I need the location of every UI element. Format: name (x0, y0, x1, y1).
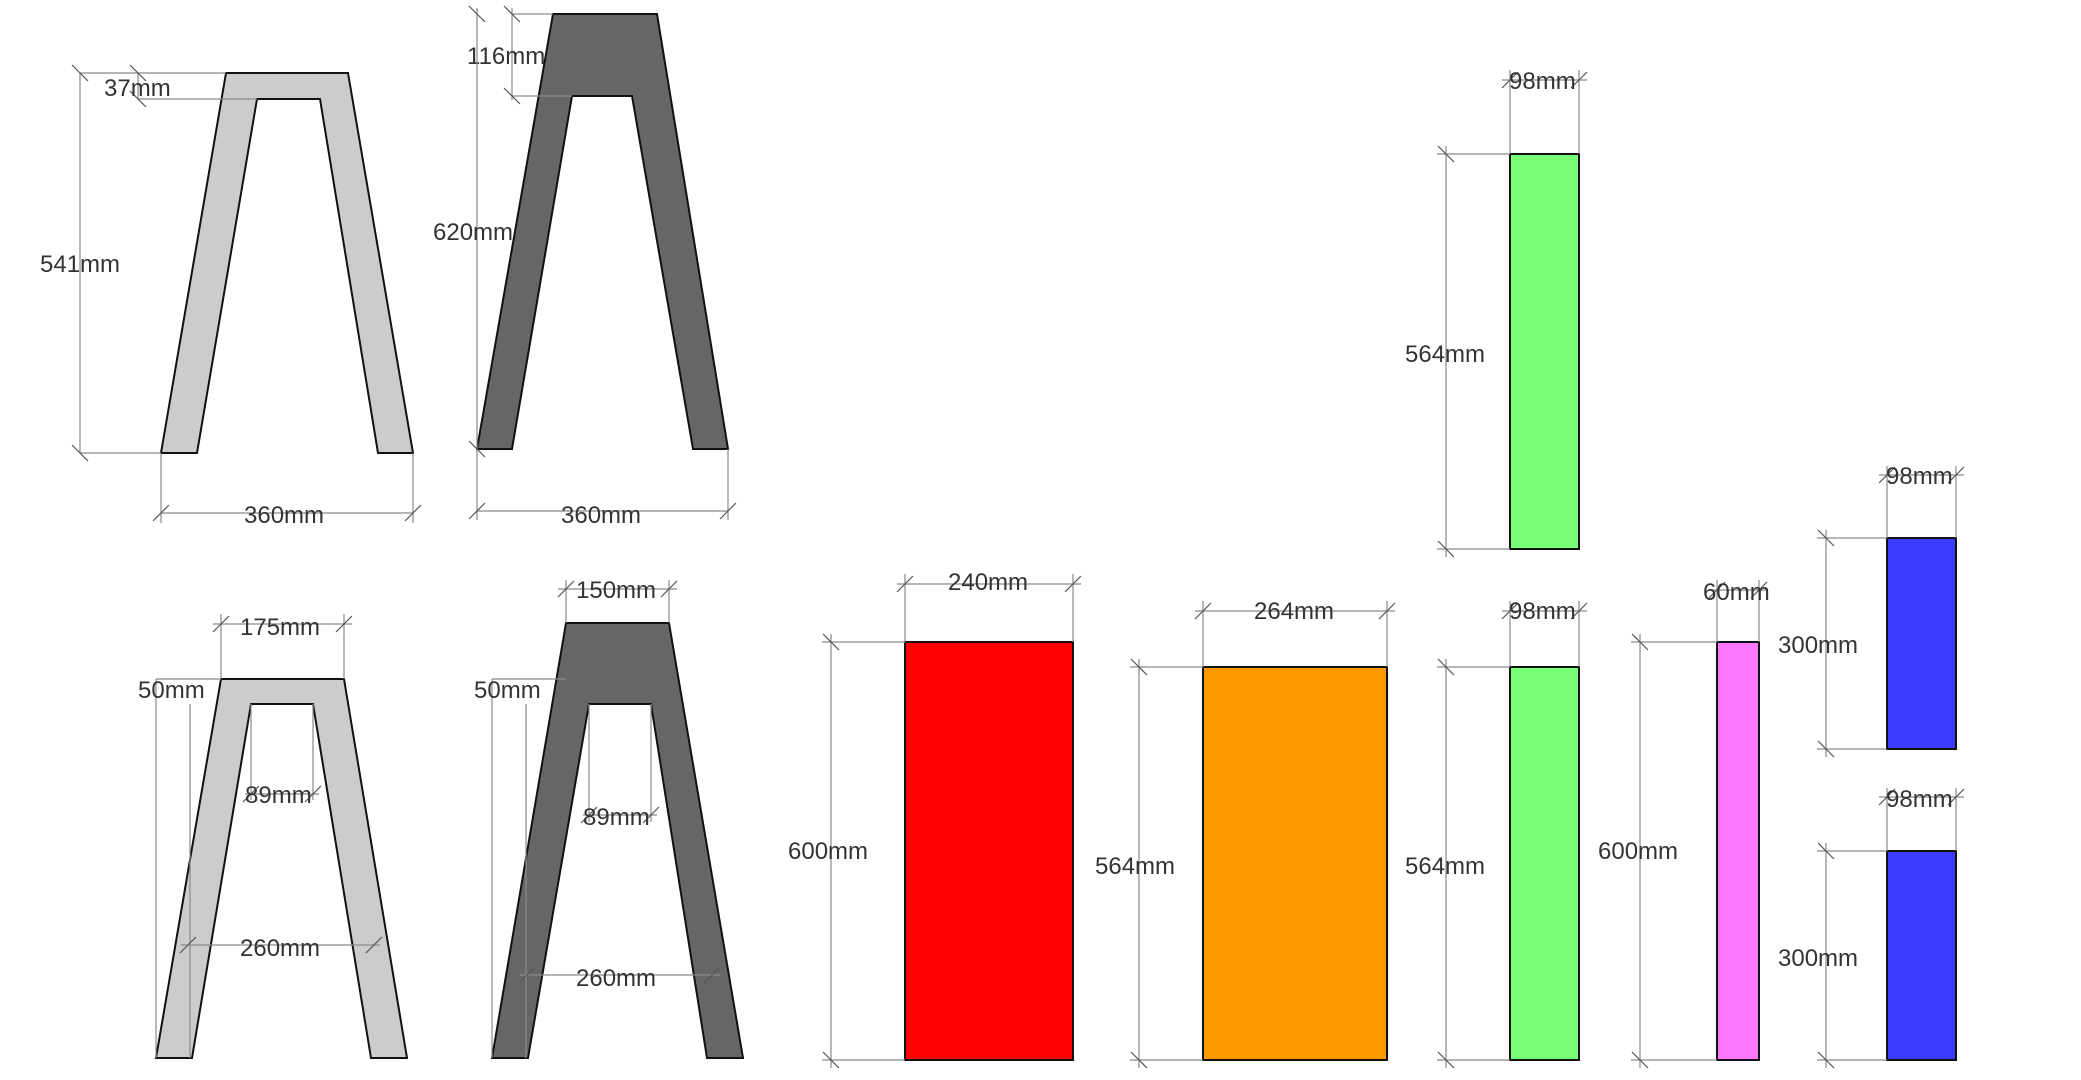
panel-orange-rect (1202, 666, 1388, 1061)
dim-blue-top-width: 98mm (1886, 463, 1953, 490)
dim-orange-height: 564mm (1095, 853, 1175, 880)
frame-bottom-dark: 150mm 50mm 89mm 260mm (474, 577, 745, 1059)
dim-blue-bottom-height: 300mm (1778, 945, 1858, 972)
frame-top-light: 541mm 37mm 360mm (40, 64, 422, 529)
panel-red: 240mm 600mm (788, 569, 1082, 1069)
frame-top-light-shape (159, 72, 415, 454)
dim-top-light-bar: 37mm (104, 75, 171, 102)
dim-blue-top-height: 300mm (1778, 632, 1858, 659)
dim-pink-width: 60mm (1703, 579, 1770, 606)
frame-top-dark-shape (475, 13, 730, 450)
frame-bottom-light: 175mm 50mm 89mm 260mm (138, 614, 409, 1059)
frame-top-dark: 116mm 620mm 360mm (433, 5, 737, 529)
dim-bottom-dark-inner-width: 260mm (576, 965, 656, 992)
frame-bottom-light-shape (154, 678, 409, 1059)
panel-green-bottom-rect (1509, 666, 1580, 1061)
panel-blue-bottom-rect (1886, 850, 1957, 1061)
dim-blue-bottom-width: 98mm (1886, 786, 1953, 813)
dim-top-light-height: 541mm (40, 251, 120, 278)
panel-pink: 60mm 600mm (1598, 579, 1770, 1069)
panel-blue-top: 98mm 300mm (1778, 463, 1965, 758)
dim-green-bottom-height: 564mm (1405, 853, 1485, 880)
dim-bottom-dark-gap: 89mm (583, 804, 650, 831)
panel-blue-bottom: 98mm 300mm (1778, 786, 1965, 1069)
panel-orange: 264mm 564mm (1095, 598, 1396, 1069)
dim-bottom-dark-bar: 50mm (474, 677, 541, 704)
dim-top-dark-height: 620mm (433, 219, 513, 246)
dim-bottom-light-gap: 89mm (245, 782, 312, 809)
dim-green-top-width: 98mm (1509, 68, 1576, 95)
panel-green-top: 98mm 564mm (1405, 68, 1588, 558)
dim-pink-height: 600mm (1598, 838, 1678, 865)
dim-bottom-dark-top-width: 150mm (576, 577, 656, 604)
panel-blue-top-rect (1886, 537, 1957, 750)
dim-green-bottom-width: 98mm (1509, 598, 1576, 625)
dim-green-top-height: 564mm (1405, 341, 1485, 368)
dim-bottom-light-inner-width: 260mm (240, 935, 320, 962)
dim-top-light-width: 360mm (244, 502, 324, 529)
dim-top-dark-width: 360mm (561, 502, 641, 529)
dim-red-width: 240mm (948, 569, 1028, 596)
dim-top-dark-bar: 116mm (467, 43, 545, 70)
panel-red-rect (904, 641, 1074, 1061)
dim-red-height: 600mm (788, 838, 868, 865)
dim-bottom-light-bar: 50mm (138, 677, 205, 704)
panel-pink-rect (1716, 641, 1760, 1061)
panel-green-top-rect (1509, 153, 1580, 550)
panel-green-bottom: 98mm 564mm (1405, 598, 1588, 1069)
dim-orange-width: 264mm (1254, 598, 1334, 625)
dim-bottom-light-top-width: 175mm (240, 614, 320, 641)
